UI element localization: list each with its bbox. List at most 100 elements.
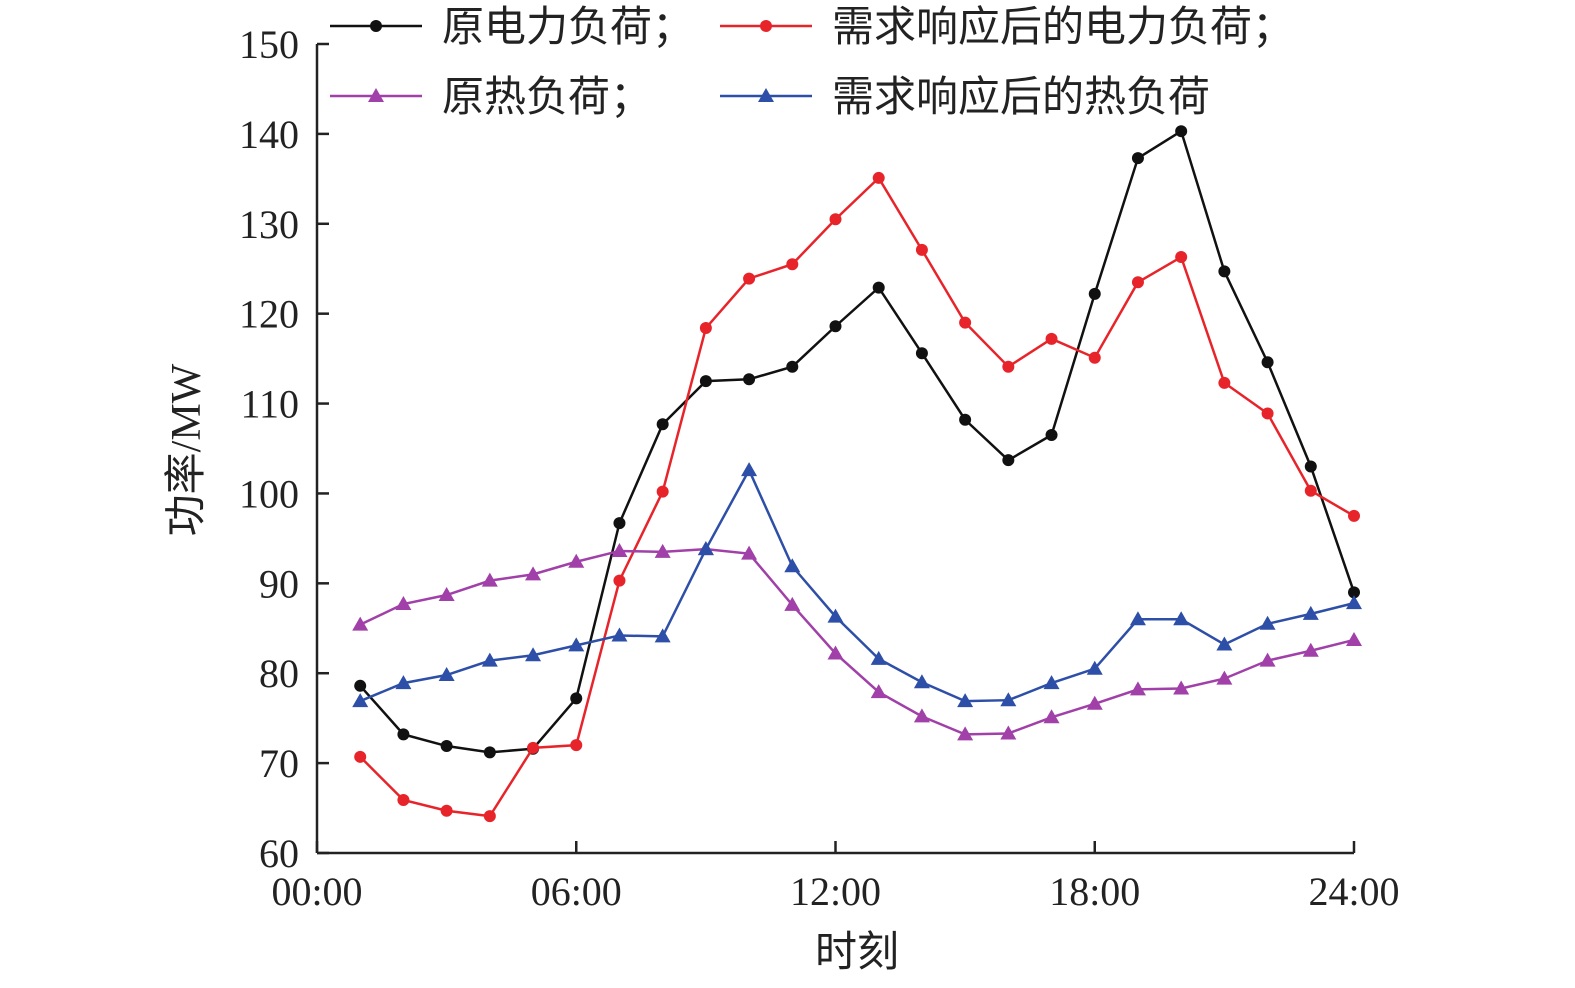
legend: 原电力负荷； 需求响应后的电力负荷； 原热负荷； 需求响应后的热负荷 [330, 4, 1294, 121]
data-point [1259, 652, 1276, 667]
series-line [359, 467, 1355, 703]
series-group [352, 125, 1362, 823]
legend-label: 需求响应后的电力负荷； [832, 4, 1294, 51]
data-point [525, 566, 542, 581]
data-point [786, 360, 799, 373]
data-point [1002, 360, 1015, 373]
series-3 [352, 462, 1362, 708]
legend-label: 原热负荷； [442, 75, 652, 121]
data-point [1173, 611, 1190, 626]
x-tick-label: 06:00 [531, 869, 622, 914]
data-point [395, 675, 412, 690]
y-tick-label: 150 [239, 22, 299, 67]
data-point [1348, 509, 1360, 522]
data-point [1175, 125, 1188, 138]
data-point [959, 316, 972, 329]
data-point [613, 517, 626, 530]
x-tick-label: 24:00 [1308, 869, 1399, 914]
legend-item: 需求响应后的热负荷 [720, 74, 1210, 121]
data-point [1346, 631, 1362, 646]
data-point [699, 375, 712, 388]
data-point [395, 596, 412, 611]
data-point [481, 572, 498, 587]
data-point [654, 543, 671, 558]
series-line [359, 175, 1355, 818]
data-point [483, 810, 496, 823]
data-point [438, 667, 455, 682]
y-tick-label: 80 [259, 651, 299, 696]
data-point [1000, 725, 1017, 740]
data-point [1218, 265, 1231, 278]
data-point [1086, 695, 1103, 710]
data-point [1043, 709, 1060, 724]
data-point [1259, 615, 1276, 630]
data-point [568, 637, 585, 652]
y-axis-label: 功率/MW [163, 363, 210, 536]
data-point [354, 679, 367, 692]
x-tick-label: 00:00 [271, 869, 362, 914]
data-point [527, 741, 540, 754]
data-point [654, 628, 671, 643]
y-tick-label: 140 [239, 112, 299, 157]
data-point [915, 243, 928, 256]
data-point [1131, 152, 1144, 165]
y-tick-label: 130 [239, 202, 299, 247]
data-point [1088, 351, 1101, 364]
data-point [1302, 605, 1319, 620]
data-point [699, 322, 712, 335]
y-tick-label: 120 [239, 292, 299, 337]
data-point [1129, 611, 1146, 626]
data-point [827, 608, 844, 623]
series-1 [354, 171, 1360, 823]
data-point [483, 746, 496, 759]
data-point [1261, 356, 1274, 369]
legend-marker [760, 20, 772, 32]
data-point [1000, 692, 1017, 707]
data-point [525, 647, 542, 662]
data-point [913, 708, 930, 723]
data-point [743, 272, 756, 285]
data-point [1218, 376, 1231, 389]
data-point [1173, 680, 1190, 695]
y-tick-label: 100 [239, 471, 299, 516]
data-point [1088, 287, 1101, 300]
series-0 [354, 125, 1360, 759]
data-point [827, 645, 844, 660]
legend-item: 需求响应后的电力负荷； [720, 4, 1294, 51]
data-point [611, 542, 628, 557]
series-line [359, 129, 1356, 754]
data-point [656, 485, 669, 498]
data-point [743, 373, 756, 386]
data-point [870, 684, 887, 699]
data-point [1302, 642, 1319, 657]
data-point [741, 545, 758, 560]
data-point [613, 574, 626, 587]
data-point [829, 213, 842, 226]
data-point [1216, 670, 1233, 685]
data-point [656, 418, 669, 431]
legend-marker [758, 88, 774, 102]
data-point [1304, 460, 1317, 473]
data-point [1261, 407, 1274, 420]
data-point [784, 596, 801, 611]
data-point [741, 462, 758, 477]
data-point [957, 693, 974, 708]
data-point [915, 347, 928, 360]
y-tick-label: 60 [259, 831, 299, 876]
data-point [697, 541, 714, 556]
data-point [1045, 429, 1058, 442]
legend-item: 原热负荷； [330, 75, 652, 121]
x-tick-label: 18:00 [1049, 869, 1140, 914]
legend-marker [368, 88, 384, 102]
data-point [1086, 660, 1103, 675]
data-point [1045, 332, 1058, 345]
data-point [438, 587, 455, 602]
data-point [397, 793, 410, 806]
data-point [913, 674, 930, 689]
data-point [959, 413, 972, 426]
y-tick-label: 90 [259, 561, 299, 606]
legend-item: 原电力负荷； [330, 5, 694, 51]
data-point [611, 627, 628, 642]
series-line [359, 547, 1355, 736]
